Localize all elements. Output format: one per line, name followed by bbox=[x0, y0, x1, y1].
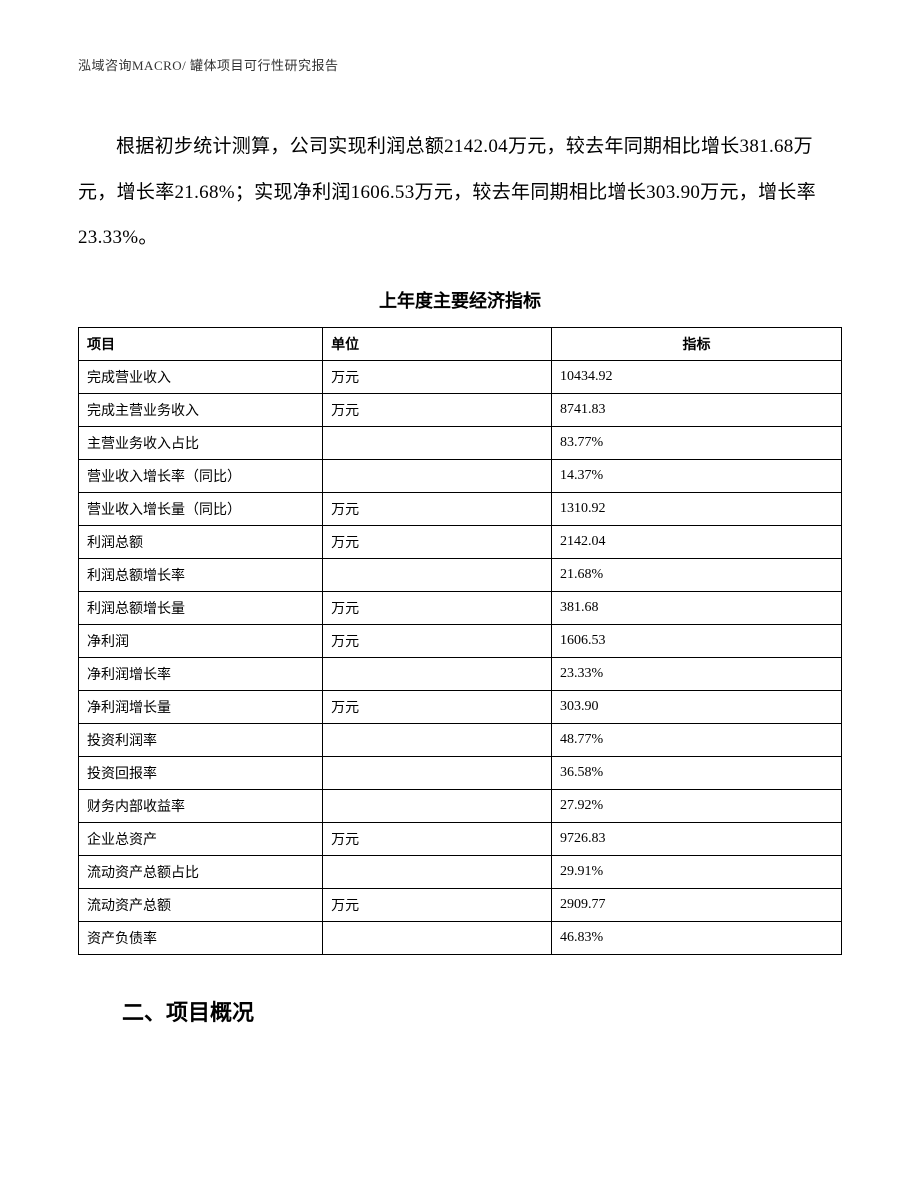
cell-item: 净利润增长量 bbox=[79, 690, 323, 723]
cell-unit bbox=[323, 558, 552, 591]
cell-item: 资产负债率 bbox=[79, 921, 323, 954]
table-title: 上年度主要经济指标 bbox=[78, 287, 842, 313]
cell-unit bbox=[323, 855, 552, 888]
body-paragraph: 根据初步统计测算，公司实现利润总额2142.04万元，较去年同期相比增长381.… bbox=[78, 124, 842, 261]
cell-unit: 万元 bbox=[323, 360, 552, 393]
cell-item: 利润总额增长量 bbox=[79, 591, 323, 624]
cell-value: 2142.04 bbox=[552, 525, 842, 558]
table-row: 主营业务收入占比 83.77% bbox=[79, 426, 842, 459]
cell-unit: 万元 bbox=[323, 591, 552, 624]
cell-item: 净利润 bbox=[79, 624, 323, 657]
cell-item: 流动资产总额占比 bbox=[79, 855, 323, 888]
cell-value: 381.68 bbox=[552, 591, 842, 624]
table-row: 利润总额万元2142.04 bbox=[79, 525, 842, 558]
cell-unit bbox=[323, 789, 552, 822]
cell-value: 23.33% bbox=[552, 657, 842, 690]
economic-indicators-table: 项目 单位 指标 完成营业收入万元10434.92 完成主营业务收入万元8741… bbox=[78, 327, 842, 955]
cell-value: 1310.92 bbox=[552, 492, 842, 525]
cell-unit: 万元 bbox=[323, 525, 552, 558]
col-header-unit: 单位 bbox=[323, 327, 552, 360]
table-row: 营业收入增长量（同比）万元1310.92 bbox=[79, 492, 842, 525]
table-row: 流动资产总额万元2909.77 bbox=[79, 888, 842, 921]
table-row: 净利润万元1606.53 bbox=[79, 624, 842, 657]
cell-item: 流动资产总额 bbox=[79, 888, 323, 921]
cell-item: 投资利润率 bbox=[79, 723, 323, 756]
cell-item: 利润总额 bbox=[79, 525, 323, 558]
cell-item: 投资回报率 bbox=[79, 756, 323, 789]
table-header-row: 项目 单位 指标 bbox=[79, 327, 842, 360]
table-row: 投资回报率 36.58% bbox=[79, 756, 842, 789]
cell-value: 9726.83 bbox=[552, 822, 842, 855]
table-row: 净利润增长率 23.33% bbox=[79, 657, 842, 690]
cell-item: 净利润增长率 bbox=[79, 657, 323, 690]
cell-unit bbox=[323, 756, 552, 789]
table-row: 财务内部收益率 27.92% bbox=[79, 789, 842, 822]
cell-item: 营业收入增长量（同比） bbox=[79, 492, 323, 525]
cell-unit: 万元 bbox=[323, 492, 552, 525]
cell-value: 2909.77 bbox=[552, 888, 842, 921]
document-page: 泓域咨询MACRO/ 罐体项目可行性研究报告 根据初步统计测算，公司实现利润总额… bbox=[0, 0, 920, 1027]
cell-item: 企业总资产 bbox=[79, 822, 323, 855]
table-row: 营业收入增长率（同比） 14.37% bbox=[79, 459, 842, 492]
section-heading: 二、项目概况 bbox=[122, 995, 842, 1027]
cell-unit: 万元 bbox=[323, 624, 552, 657]
cell-value: 48.77% bbox=[552, 723, 842, 756]
table-row: 企业总资产万元9726.83 bbox=[79, 822, 842, 855]
cell-item: 营业收入增长率（同比） bbox=[79, 459, 323, 492]
page-header: 泓域咨询MACRO/ 罐体项目可行性研究报告 bbox=[78, 55, 842, 74]
cell-unit: 万元 bbox=[323, 888, 552, 921]
cell-value: 83.77% bbox=[552, 426, 842, 459]
cell-unit bbox=[323, 426, 552, 459]
cell-value: 21.68% bbox=[552, 558, 842, 591]
cell-value: 36.58% bbox=[552, 756, 842, 789]
cell-value: 29.91% bbox=[552, 855, 842, 888]
table-row: 资产负债率 46.83% bbox=[79, 921, 842, 954]
cell-unit bbox=[323, 921, 552, 954]
cell-value: 46.83% bbox=[552, 921, 842, 954]
cell-item: 完成营业收入 bbox=[79, 360, 323, 393]
table-row: 利润总额增长率 21.68% bbox=[79, 558, 842, 591]
table-row: 利润总额增长量万元381.68 bbox=[79, 591, 842, 624]
cell-unit: 万元 bbox=[323, 822, 552, 855]
cell-unit bbox=[323, 459, 552, 492]
cell-item: 完成主营业务收入 bbox=[79, 393, 323, 426]
cell-item: 利润总额增长率 bbox=[79, 558, 323, 591]
table-row: 完成主营业务收入万元8741.83 bbox=[79, 393, 842, 426]
cell-value: 27.92% bbox=[552, 789, 842, 822]
col-header-item: 项目 bbox=[79, 327, 323, 360]
cell-unit bbox=[323, 723, 552, 756]
cell-value: 8741.83 bbox=[552, 393, 842, 426]
cell-unit bbox=[323, 657, 552, 690]
table-row: 完成营业收入万元10434.92 bbox=[79, 360, 842, 393]
cell-value: 14.37% bbox=[552, 459, 842, 492]
table-row: 投资利润率 48.77% bbox=[79, 723, 842, 756]
cell-value: 303.90 bbox=[552, 690, 842, 723]
cell-unit: 万元 bbox=[323, 393, 552, 426]
cell-item: 财务内部收益率 bbox=[79, 789, 323, 822]
cell-item: 主营业务收入占比 bbox=[79, 426, 323, 459]
col-header-value: 指标 bbox=[552, 327, 842, 360]
cell-value: 10434.92 bbox=[552, 360, 842, 393]
table-row: 净利润增长量万元303.90 bbox=[79, 690, 842, 723]
cell-value: 1606.53 bbox=[552, 624, 842, 657]
cell-unit: 万元 bbox=[323, 690, 552, 723]
table-body: 完成营业收入万元10434.92 完成主营业务收入万元8741.83 主营业务收… bbox=[79, 360, 842, 954]
table-row: 流动资产总额占比 29.91% bbox=[79, 855, 842, 888]
